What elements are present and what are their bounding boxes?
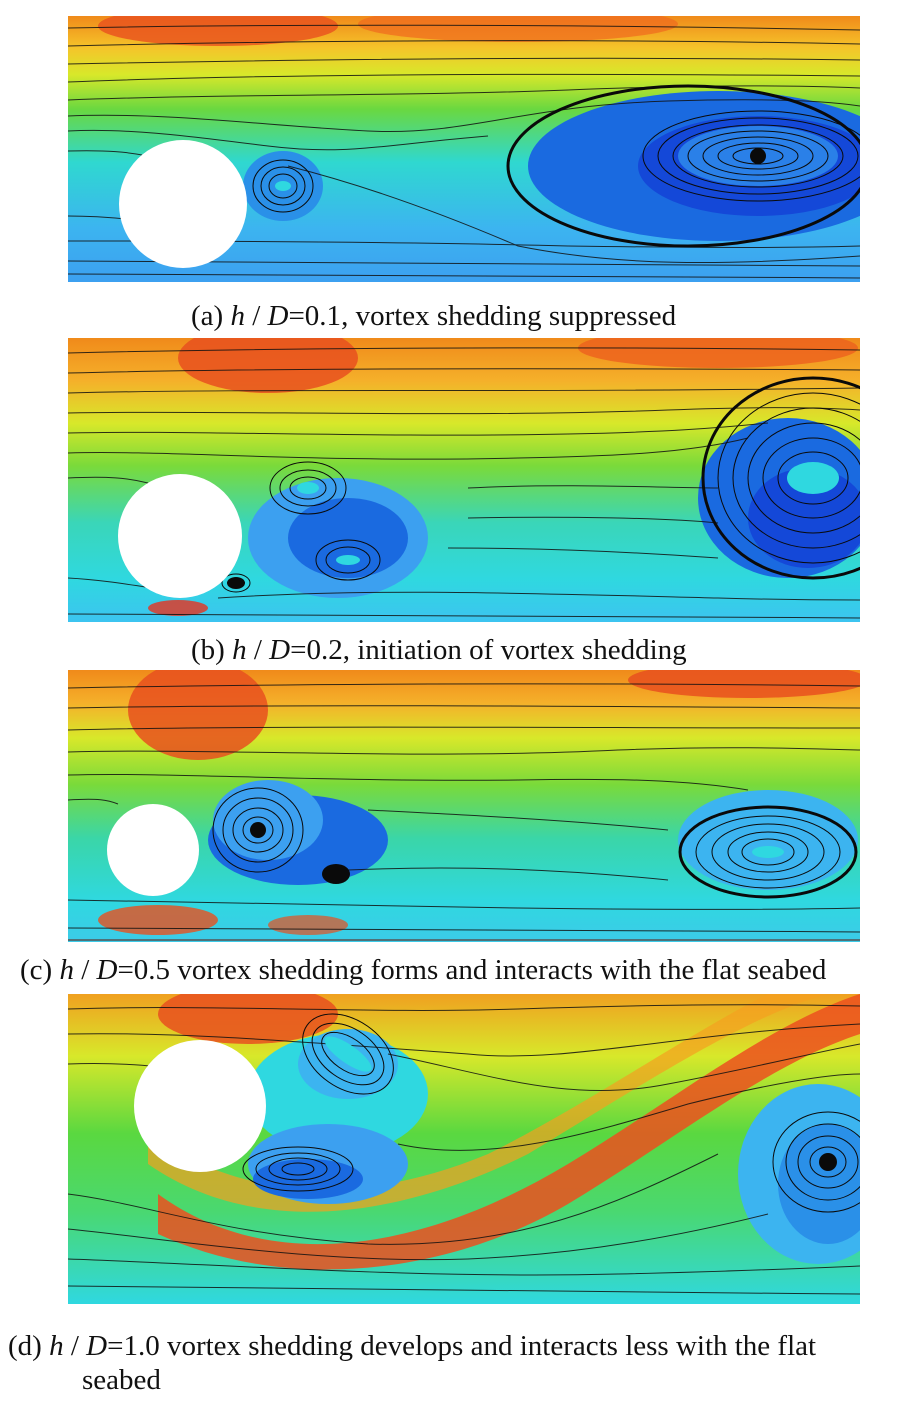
panel-b-contour-plot [68, 338, 860, 622]
panel-c-contour-plot [68, 670, 860, 942]
panel-a-flow-field [68, 16, 860, 282]
panel-d-flow-field [68, 994, 860, 1304]
panel-c-flow-field [68, 670, 860, 942]
caption-b: (b) h / D=0.2, initiation of vortex shed… [191, 634, 687, 666]
panel-a-contour-plot [68, 16, 860, 282]
caption-a: (a) h / D=0.1, vortex shedding suppresse… [191, 300, 677, 332]
cylinder-d [134, 1040, 266, 1172]
panel-d-contour-plot [68, 994, 860, 1304]
caption-c: (c) h / D=0.5 vortex shedding forms and … [20, 954, 827, 986]
cylinder-c [107, 804, 199, 896]
cylinder-b [118, 474, 242, 598]
panel-b-flow-field [68, 338, 860, 622]
caption-d: (d) h / D=1.0 vortex shedding develops a… [8, 1330, 817, 1396]
cylinder-a [119, 140, 247, 268]
